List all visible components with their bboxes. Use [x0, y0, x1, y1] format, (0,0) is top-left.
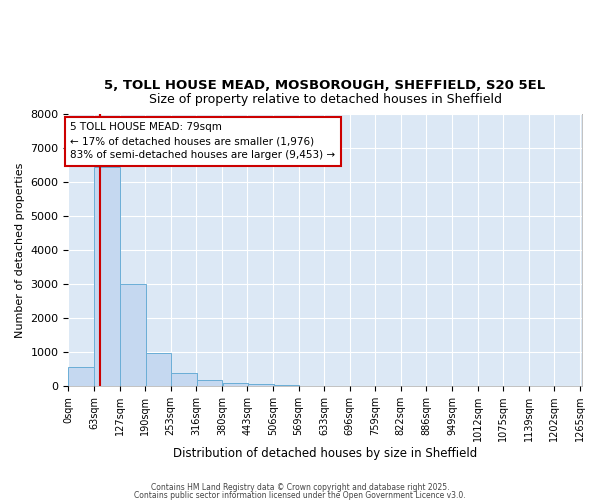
Bar [274, 384, 299, 386]
Text: Contains public sector information licensed under the Open Government Licence v3: Contains public sector information licen… [134, 490, 466, 500]
Text: Contains HM Land Registry data © Crown copyright and database right 2025.: Contains HM Land Registry data © Crown c… [151, 484, 449, 492]
Text: Size of property relative to detached houses in Sheffield: Size of property relative to detached ho… [149, 92, 502, 106]
Bar [197, 380, 222, 386]
Bar [197, 380, 222, 386]
Text: 5, TOLL HOUSE MEAD, MOSBOROUGH, SHEFFIELD, S20 5EL: 5, TOLL HOUSE MEAD, MOSBOROUGH, SHEFFIEL… [104, 79, 546, 92]
Bar [68, 368, 94, 386]
Bar [171, 374, 197, 386]
Bar [94, 166, 119, 386]
Bar [94, 166, 119, 386]
Bar [223, 383, 248, 386]
Bar [248, 384, 274, 386]
Bar [146, 353, 171, 386]
Bar [223, 383, 248, 386]
Bar [120, 284, 146, 386]
Bar [68, 368, 94, 386]
Bar [120, 284, 146, 386]
Bar [146, 353, 171, 386]
Bar [171, 374, 197, 386]
Bar [248, 384, 274, 386]
X-axis label: Distribution of detached houses by size in Sheffield: Distribution of detached houses by size … [173, 447, 477, 460]
Text: 5 TOLL HOUSE MEAD: 79sqm
← 17% of detached houses are smaller (1,976)
83% of sem: 5 TOLL HOUSE MEAD: 79sqm ← 17% of detach… [70, 122, 335, 160]
Y-axis label: Number of detached properties: Number of detached properties [15, 162, 25, 338]
Bar [274, 384, 299, 386]
